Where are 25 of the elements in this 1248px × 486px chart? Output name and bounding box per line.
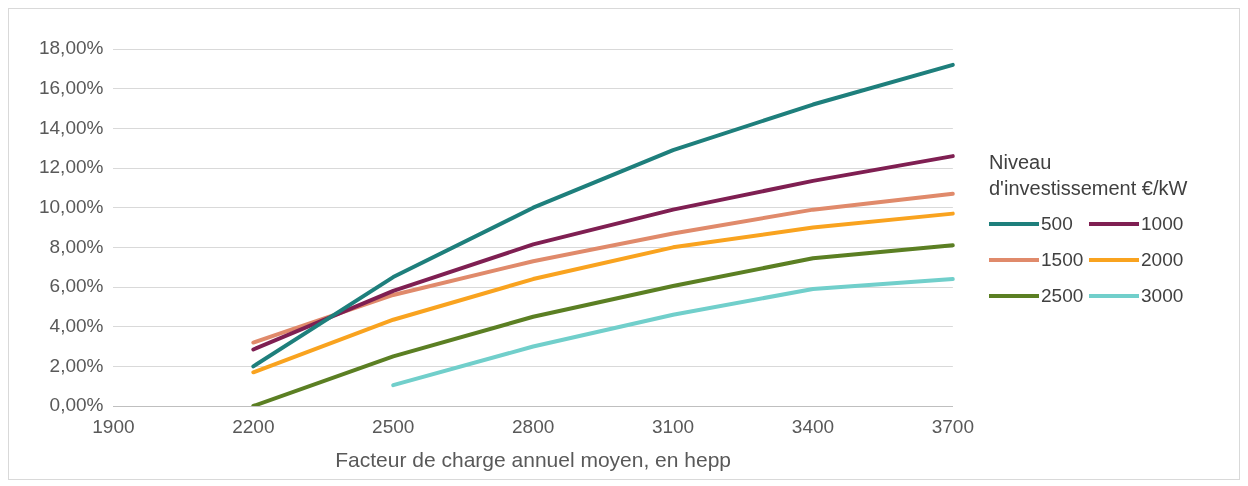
legend-label: 3000 (1141, 285, 1184, 307)
x-tick-label: 3400 (791, 415, 835, 437)
x-tick-label: 3100 (651, 415, 695, 437)
y-tick-label: 16,00% (38, 76, 104, 98)
x-tick-label: 2800 (512, 415, 555, 437)
y-tick-label: 14,00% (38, 116, 104, 138)
x-tick-label: 2200 (232, 415, 275, 437)
y-tick-label: 6,00% (49, 275, 104, 297)
y-tick-label: 4,00% (49, 314, 104, 336)
y-tick-label: 12,00% (38, 156, 104, 178)
y-tick-label: 8,00% (49, 235, 104, 257)
legend-label: 2000 (1141, 249, 1184, 271)
y-tick-label: 18,00% (38, 37, 104, 59)
y-tick-label: 0,00% (49, 394, 104, 416)
y-tick-label: 2,00% (49, 354, 104, 376)
y-tick-label: 10,00% (38, 195, 104, 217)
x-axis-title: Facteur de charge annuel moyen, en hepp (335, 448, 732, 472)
x-tick-label: 2500 (372, 415, 415, 437)
legend-label: 1500 (1041, 249, 1084, 271)
legend-title: Niveau d'investissement €/kW (989, 150, 1189, 201)
legend-label: 500 (1041, 213, 1073, 235)
x-tick-label: 1900 (92, 415, 135, 437)
legend-label: 1000 (1141, 213, 1184, 235)
legend-label: 2500 (1041, 285, 1084, 307)
x-tick-label: 3700 (931, 415, 975, 437)
